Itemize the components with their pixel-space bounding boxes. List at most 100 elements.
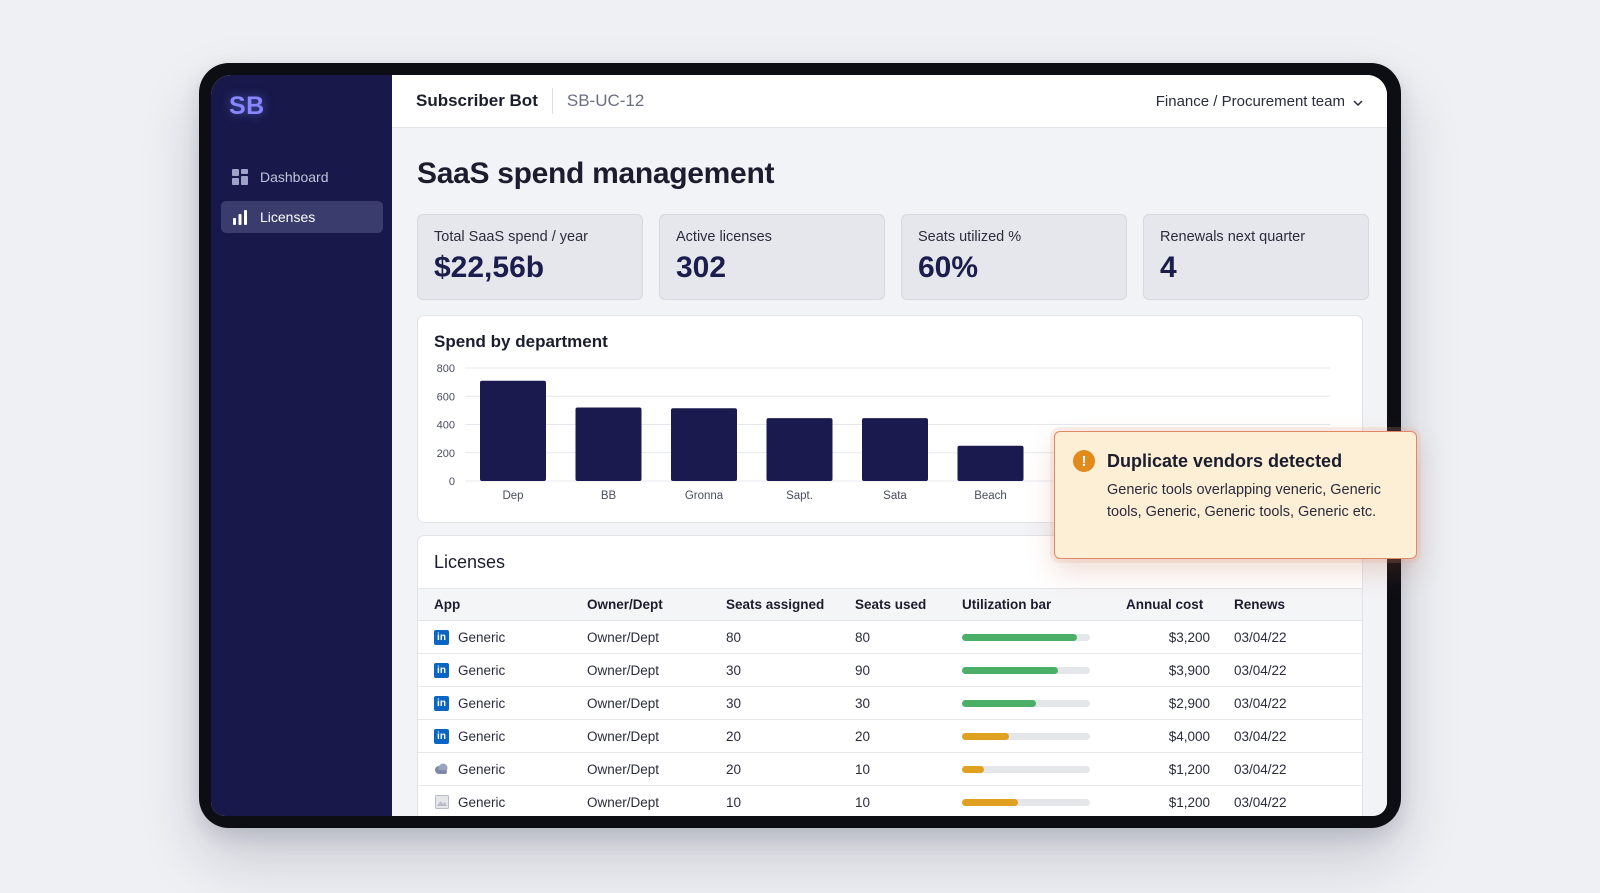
utilization-fill [962, 765, 984, 773]
chart-title: Spend by department [434, 332, 608, 351]
utilization-fill [962, 633, 1078, 641]
app-name-cell: Generic [458, 761, 506, 777]
owner-cell: Owner/Dept [587, 728, 660, 744]
bar[interactable] [862, 418, 928, 481]
kpi-row: Total SaaS spend / year $22,56b Active l… [417, 214, 1369, 300]
kpi-label: Active licenses [676, 229, 772, 245]
renews-cell: 03/04/22 [1234, 629, 1287, 645]
linkedin-icon: in [434, 728, 449, 744]
utilization-bar [962, 732, 1090, 740]
kpi-value: 4 [1160, 251, 1177, 284]
col-seats-used[interactable]: Seats used [855, 597, 927, 612]
utilization-fill [962, 699, 1037, 707]
x-tick-label: Gronna [685, 490, 724, 502]
kpi-seats-utilized: Seats utilized % 60% [901, 214, 1127, 300]
table-row[interactable]: in Generic Owner/Dept 30 30 $2,900 03/04/… [418, 687, 1362, 720]
duplicate-vendors-alert[interactable]: ! Duplicate vendors detected Generic too… [1054, 431, 1417, 559]
licenses-title: Licenses [434, 552, 506, 572]
col-app[interactable]: App [434, 597, 461, 612]
y-tick-label: 0 [449, 476, 455, 488]
header-divider [551, 88, 553, 114]
owner-cell: Owner/Dept [587, 629, 660, 645]
table-row[interactable]: in Generic Owner/Dept 20 20 $4,000 03/04/… [418, 720, 1362, 753]
annual-cost-cell: $3,200 [1168, 629, 1210, 645]
app-name-cell: Generic [458, 695, 506, 711]
table-row[interactable]: in Generic Owner/Dept 30 90 $3,900 03/04/… [418, 654, 1362, 687]
bar[interactable] [671, 408, 737, 481]
col-utilization[interactable]: Utilization bar [962, 597, 1052, 612]
col-owner[interactable]: Owner/Dept [587, 597, 663, 612]
annual-cost-cell: $2,900 [1168, 695, 1210, 711]
x-tick-label: Sata [883, 490, 907, 502]
table-row[interactable]: in Generic Owner/Dept 80 80 $3,200 03/04/… [418, 621, 1362, 654]
top-bar: Subscriber Bot SB-UC-12 Finance / Procur… [392, 75, 1387, 128]
seats-assigned-cell: 20 [726, 728, 742, 744]
y-tick-label: 200 [437, 448, 455, 460]
sidebar-nav: Dashboard Licenses [221, 161, 383, 241]
col-seats-assigned[interactable]: Seats assigned [726, 597, 825, 612]
linkedin-icon: in [434, 695, 449, 711]
x-tick-label: Beach [974, 490, 1007, 502]
kpi-label: Seats utilized % [918, 229, 1022, 245]
annual-cost-cell: $1,200 [1168, 761, 1210, 777]
annual-cost-cell: $3,900 [1168, 662, 1210, 678]
licenses-card: Licenses App Owner/Dept Seats assigned S… [417, 535, 1363, 816]
owner-cell: Owner/Dept [587, 695, 660, 711]
spend-bar-chart: 0 200 400 600 800 Dep BB Gronna Sapt. Sata Beach [437, 363, 1330, 502]
utilization-bar [962, 765, 1090, 773]
linkedin-icon: in [434, 629, 449, 645]
kpi-label: Renewals next quarter [1160, 229, 1306, 245]
x-tick-label: BB [601, 490, 617, 502]
linkedin-icon: in [434, 662, 449, 678]
sidebar: SB Dashboard [211, 75, 392, 816]
licenses-table-body: in Generic Owner/Dept 80 80 $3,200 03/04/… [418, 621, 1362, 817]
utilization-bar [962, 666, 1090, 674]
app-name-cell: Generic [458, 794, 506, 810]
col-renews[interactable]: Renews [1234, 597, 1286, 612]
alert-title: Duplicate vendors detected [1107, 450, 1343, 471]
utilization-bar [962, 798, 1090, 806]
sidebar-item-dashboard[interactable]: Dashboard [221, 161, 383, 193]
bar[interactable] [575, 407, 642, 481]
owner-cell: Owner/Dept [587, 761, 660, 777]
kpi-value: $22,56b [434, 251, 545, 284]
kpi-renewals: Renewals next quarter 4 [1143, 214, 1369, 300]
utilization-bar [962, 633, 1090, 641]
bar[interactable] [480, 380, 546, 481]
seats-assigned-cell: 10 [726, 794, 742, 810]
owner-cell: Owner/Dept [587, 794, 660, 810]
col-annual-cost[interactable]: Annual cost [1126, 597, 1204, 612]
grid-icon [231, 168, 249, 186]
kpi-active-licenses: Active licenses 302 [659, 214, 885, 300]
kpi-value: 302 [676, 251, 727, 284]
renews-cell: 03/04/22 [1234, 794, 1287, 810]
seats-assigned-cell: 30 [726, 695, 742, 711]
y-tick-label: 600 [437, 391, 455, 403]
sidebar-item-licenses[interactable]: Licenses [221, 201, 383, 233]
x-tick-label: Sapt. [786, 490, 813, 502]
y-tick-label: 800 [437, 363, 455, 375]
annual-cost-cell: $4,000 [1168, 728, 1210, 744]
bar[interactable] [766, 418, 833, 481]
renews-cell: 03/04/22 [1234, 728, 1287, 744]
warning-icon: ! [1073, 450, 1095, 472]
seats-assigned-cell: 30 [726, 662, 742, 678]
app-id: SB-UC-12 [566, 91, 645, 110]
kpi-label: Total SaaS spend / year [434, 229, 588, 245]
chevron-down-icon [1353, 93, 1363, 110]
sidebar-item-label: Dashboard [260, 169, 329, 185]
utilization-fill [962, 666, 1058, 674]
image-icon [434, 795, 449, 810]
table-row[interactable]: Generic Owner/Dept 20 10 $1,200 03/04/22 [418, 753, 1362, 786]
table-row[interactable]: Generic Owner/Dept 10 10 $1,200 03/04/22 [418, 786, 1362, 817]
seats-used-cell: 80 [855, 629, 871, 645]
cloud-icon [434, 762, 449, 777]
table-header-row: App Owner/Dept Seats assigned Seats used… [418, 588, 1362, 621]
kpi-total-spend: Total SaaS spend / year $22,56b [417, 214, 643, 300]
seats-used-cell: 30 [855, 695, 871, 711]
team-selector[interactable]: Finance / Procurement team [1156, 93, 1363, 110]
bar[interactable] [957, 445, 1024, 481]
app-logo: SB [229, 92, 265, 120]
utilization-fill [962, 732, 1010, 740]
seats-used-cell: 10 [855, 761, 871, 777]
